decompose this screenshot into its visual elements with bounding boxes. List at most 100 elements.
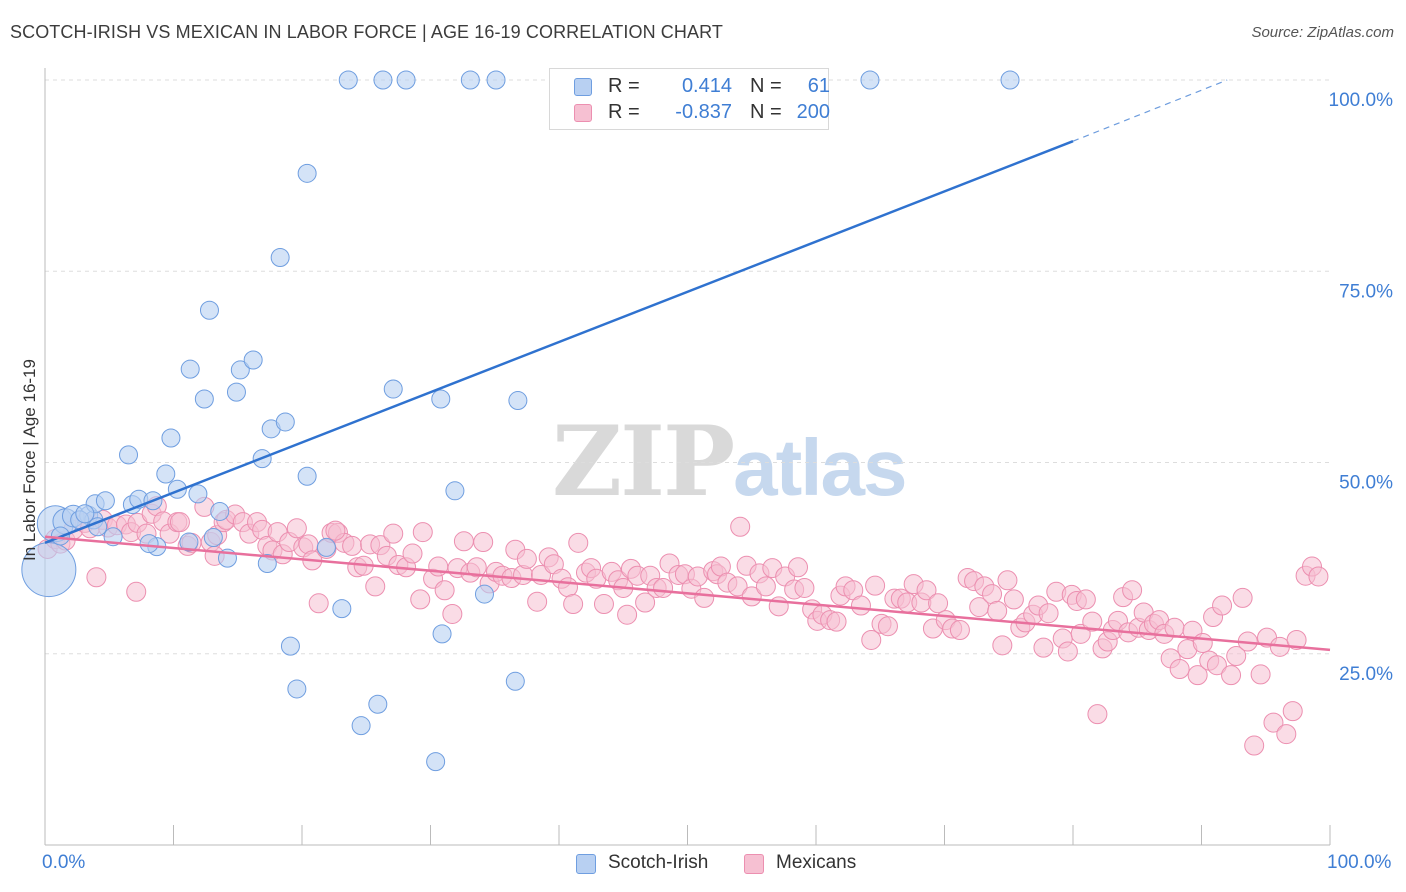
y-tick-labels: 25.0% 50.0% 75.0% 100.0% (1329, 90, 1394, 685)
blue-swatch (576, 854, 596, 874)
y-axis-label: In Labor Force | Age 16-19 (20, 359, 39, 561)
scotch-irish-point (373, 70, 393, 90)
mexicans-point (453, 531, 474, 552)
n-value: 200 (796, 101, 830, 123)
x-tick-label-min: 0.0% (42, 852, 86, 873)
scotch-irish-point (316, 537, 336, 557)
y-tick-label-50: 50.0% (1339, 473, 1393, 494)
mexicans-point (1308, 566, 1329, 587)
mexicans-point (325, 520, 346, 541)
mexicans-point (1282, 701, 1303, 722)
mexicans-trend-line (44, 535, 1331, 652)
mexicans-point (434, 580, 455, 601)
mexicans-point (442, 603, 463, 624)
mexicans-point (1075, 589, 1096, 610)
scotch-irish-points (21, 70, 1020, 772)
scotch-irish-point (332, 599, 352, 619)
watermark-zip: ZIP (552, 405, 735, 518)
scotch-irish-point (505, 671, 525, 691)
mexicans-point (916, 580, 937, 601)
mexicans-point (653, 577, 674, 598)
source-label: Source: ZipAtlas.com (1251, 24, 1394, 41)
mexicans-point (982, 584, 1003, 605)
mexicans-point (1122, 580, 1143, 601)
mexicans-point (1286, 629, 1307, 650)
mexicans-point (1221, 665, 1242, 686)
mexicans-points (37, 496, 1329, 756)
mexicans-point (169, 512, 190, 533)
mexicans-point (593, 594, 614, 615)
mexicans-point (86, 567, 107, 588)
mexicans-point (826, 611, 847, 632)
mexicans-point (1276, 724, 1297, 745)
mexicans-point (861, 629, 882, 650)
r-value: 0.414 (681, 75, 732, 97)
mexicans-point (617, 604, 638, 625)
scotch-irish-point (508, 391, 528, 411)
scotch-irish-point (368, 694, 388, 714)
scotch-irish-point (226, 382, 246, 402)
scotch-irish-point (257, 553, 277, 573)
n-label: N = (750, 101, 782, 123)
scotch-irish-point (270, 247, 290, 267)
scotch-irish-point (210, 501, 230, 521)
mexicans-point (516, 548, 537, 569)
mexicans-point (635, 592, 656, 613)
scotch-irish-point (275, 412, 295, 432)
scotch-irish-point (432, 624, 452, 644)
mexicans-point (1187, 665, 1208, 686)
mexicans-point (410, 589, 431, 610)
mexicans-point (1212, 595, 1233, 616)
scotch-irish-point (188, 484, 208, 504)
mexicans-point (563, 594, 584, 615)
scotch-irish-point (297, 163, 317, 183)
trend-lines (44, 79, 1331, 652)
scotch-irish-point (445, 481, 465, 501)
n-label: N = (750, 75, 782, 97)
mexicans-point (342, 535, 363, 556)
mexicans-point (928, 593, 949, 614)
scotch-irish-point (156, 464, 176, 484)
scotch-irish-point (860, 70, 880, 90)
mexicans-point (383, 523, 404, 544)
mexicans-point (286, 518, 307, 539)
mexicans-point (1226, 646, 1247, 667)
scotch-irish-point (139, 534, 159, 554)
pink-swatch (574, 104, 592, 122)
mexicans-point (1038, 603, 1059, 624)
blue-swatch (574, 78, 592, 96)
mexicans-point (741, 586, 762, 607)
mexicans-point (1033, 637, 1054, 658)
chart-title: SCOTCH-IRISH VS MEXICAN IN LABOR FORCE |… (10, 22, 723, 42)
axes (44, 68, 1331, 846)
scotch-irish-point (179, 532, 199, 552)
watermark: ZIPatlas (552, 405, 908, 518)
x-tick-label-max: 100.0% (1327, 852, 1392, 873)
y-tick-label-100: 100.0% (1329, 90, 1394, 111)
scotch-irish-point (243, 350, 263, 370)
mexicans-point (694, 587, 715, 608)
mexicans-point (1244, 735, 1265, 756)
mexicans-point (877, 616, 898, 637)
mexicans-point (730, 516, 751, 537)
scotch-irish-point (297, 466, 317, 486)
mexicans-point (1003, 589, 1024, 610)
mexicans-point (997, 570, 1018, 591)
legend-label: Scotch-Irish (608, 852, 709, 873)
scotch-irish-point (287, 679, 307, 699)
mexicans-point (527, 591, 548, 612)
mexicans-point (1082, 611, 1103, 632)
mexicans-point (412, 522, 433, 543)
y-tick-label-75: 75.0% (1339, 281, 1393, 302)
scotch-irish-point (1000, 70, 1020, 90)
legend-label: Mexicans (776, 852, 857, 873)
scotch-irish-point (199, 300, 219, 320)
scotch-irish-point (161, 428, 181, 448)
mexicans-point (727, 576, 748, 597)
mexicans-point (850, 595, 871, 616)
scotch-irish-point (230, 360, 250, 380)
scotch-irish-point (383, 379, 403, 399)
scotch-irish-point (396, 70, 416, 90)
scotch-irish-point (351, 716, 371, 736)
